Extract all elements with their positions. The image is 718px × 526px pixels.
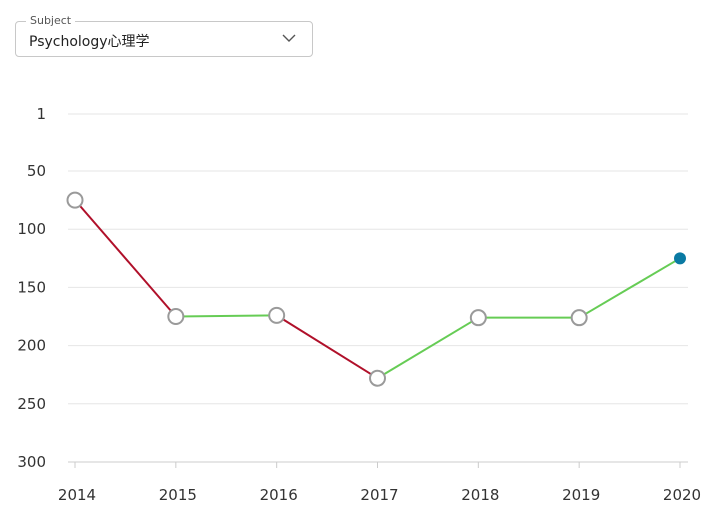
latest-data-point <box>674 252 686 265</box>
subject-selected-value: Psychology心理学 <box>29 34 150 50</box>
x-tick-label: 2017 <box>360 486 398 504</box>
y-tick-label: 100 <box>17 220 46 238</box>
data-point <box>469 309 487 327</box>
x-tick-label: 2016 <box>260 486 298 504</box>
data-point <box>369 369 386 387</box>
chevron-down-icon <box>282 34 296 42</box>
x-tick-label: 2018 <box>461 486 499 504</box>
y-tick-label: 50 <box>27 162 46 180</box>
data-point <box>167 308 185 326</box>
data-point <box>268 306 286 324</box>
y-tick-label: 300 <box>17 453 46 471</box>
y-tick-label: 150 <box>17 278 46 296</box>
y-tick-label: 200 <box>17 337 46 355</box>
x-tick-label: 2014 <box>58 486 96 504</box>
series-line-segment <box>175 314 277 318</box>
series-line-segment <box>74 199 177 318</box>
series-line-segment <box>578 257 681 319</box>
y-tick-label: 1 <box>36 105 46 123</box>
series-line-segment <box>376 316 479 380</box>
subject-dropdown[interactable]: Subject Psychology心理学 <box>15 14 313 57</box>
data-point <box>66 191 84 209</box>
data-point <box>570 309 588 327</box>
series-line-segment <box>276 314 379 380</box>
subject-label: Subject <box>26 14 76 28</box>
x-tick-label: 2019 <box>562 486 600 504</box>
x-tick-label: 2020 <box>663 486 701 504</box>
y-tick-label: 250 <box>17 395 46 413</box>
x-tick-label: 2015 <box>159 486 197 504</box>
